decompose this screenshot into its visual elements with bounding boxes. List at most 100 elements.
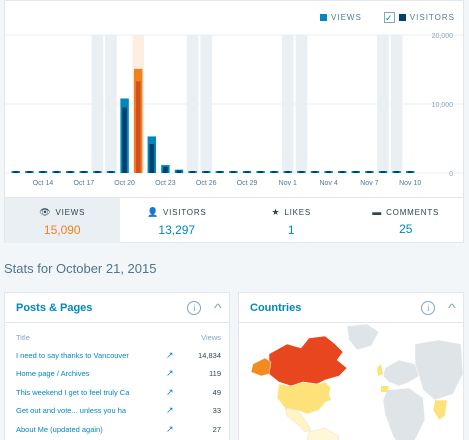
tab-visitors-label: VISITORS [162, 208, 207, 217]
visitors-bar [394, 171, 399, 173]
star-icon: ★ [271, 207, 281, 217]
map-mexico [284, 407, 312, 433]
tab-likes-label: LIKES [284, 208, 312, 217]
countries-card: Countries i ^ [238, 292, 464, 440]
map-india [432, 399, 448, 421]
visitors-bar [407, 171, 413, 173]
posts-pages-card: Posts & Pages i ^ Title Views I need to … [4, 292, 230, 440]
visitors-bar [285, 171, 291, 173]
x-tick-label: Oct 29 [237, 180, 258, 187]
y-tick-label: 20,000 [432, 33, 454, 40]
visitors-bar [108, 171, 114, 173]
post-title-link[interactable]: About Me (updated again) [16, 424, 103, 434]
views-legend-label: VIEWS [331, 13, 362, 22]
y-tick-label: 10,000 [432, 102, 454, 109]
visitors-bar [380, 171, 386, 173]
x-tick-label: Oct 26 [196, 180, 217, 187]
visitors-bar [135, 81, 141, 173]
posts-table-header: Title Views [5, 323, 229, 342]
external-link-icon[interactable]: ↗ [166, 386, 174, 397]
stats-date-heading: Stats for October 21, 2015 [4, 261, 157, 276]
visitors-bar [353, 171, 359, 173]
tab-visitors[interactable]: 👤 VISITORS 13,297 [120, 198, 235, 243]
x-tick-label: Oct 14 [33, 180, 54, 187]
x-tick-label: Oct 17 [73, 180, 94, 187]
visitors-bar [81, 171, 87, 173]
post-title-link[interactable]: Home page / Archives [16, 369, 90, 379]
tab-likes-value: 1 [287, 223, 295, 237]
person-icon: 👤 [146, 207, 159, 217]
list-item: I need to say thanks to Vancouver ↗ 14,8… [5, 346, 229, 365]
visitors-bar [258, 171, 263, 173]
map-islands [323, 394, 331, 402]
post-views: 119 [209, 369, 221, 379]
x-tick-label: Oct 20 [114, 180, 135, 187]
tab-visitors-value: 13,297 [158, 223, 196, 237]
info-icon[interactable]: i [421, 300, 436, 315]
map-africa [382, 387, 426, 440]
visitors-bar [217, 171, 223, 173]
views-bar-chart: 20,000 10,000 0 Oct 14 Oct 17 Oct 20 Oct 23 Oct… [5, 33, 463, 187]
tab-views[interactable]: 👁 VIEWS 15,090 [5, 198, 120, 243]
external-link-icon[interactable]: ↗ [166, 368, 174, 379]
chevron-up-icon[interactable]: ^ [448, 300, 457, 315]
visitors-bar [27, 171, 32, 173]
posts-col-views: Views [201, 333, 221, 342]
x-tick-label: Nov 4 [319, 180, 337, 187]
chevron-up-icon[interactable]: ^ [214, 300, 223, 315]
tab-likes[interactable]: ★ LIKES 1 [234, 198, 349, 243]
map-spain [381, 386, 389, 392]
list-item: About Me (updated again) ↗ 27 [5, 420, 229, 439]
x-tick-label: Oct 23 [155, 180, 176, 187]
visitors-bar [95, 171, 100, 173]
countries-card-title[interactable]: Countries [250, 301, 302, 314]
list-item: This weekend I get to feel truly Ca ↗ 49 [5, 383, 229, 402]
visitors-bar [122, 107, 127, 173]
tab-comments[interactable]: ▬ COMMENTS 25 [349, 198, 464, 243]
eye-icon: 👁 [39, 207, 52, 217]
world-map [239, 324, 463, 440]
x-tick-label: Nov 7 [360, 180, 378, 187]
post-title-link[interactable]: This weekend I get to feel truly Ca [16, 387, 130, 397]
visitors-legend-swatch [398, 14, 406, 21]
visitors-bar [54, 171, 59, 173]
info-icon[interactable]: i [187, 300, 202, 315]
x-tick-label: Nov 1 [279, 180, 297, 187]
stats-chart-card: 20,000 10,000 0 Oct 14 Oct 17 Oct 20 Oct 23 Oct… [4, 0, 464, 243]
visitors-legend-label: VISITORS [409, 13, 455, 22]
post-views: 33 [212, 406, 221, 416]
visitors-bar [176, 170, 182, 173]
post-title-link[interactable]: Get out and vote... unless you ha [16, 406, 127, 416]
visitors-bar [312, 171, 318, 173]
visitors-bar [163, 166, 168, 173]
tab-comments-value: 25 [399, 222, 413, 236]
posts-list: I need to say thanks to Vancouver ↗ 14,8… [5, 346, 229, 439]
x-tick-label: Nov 10 [399, 180, 421, 187]
tab-views-value: 15,090 [43, 223, 81, 237]
posts-col-title: Title [16, 333, 30, 342]
visitors-checkbox[interactable]: ✓ [383, 12, 395, 23]
map-south-america [307, 427, 340, 440]
external-link-icon[interactable]: ↗ [166, 423, 174, 434]
countries-card-header: Countries i ^ [239, 293, 463, 323]
external-link-icon[interactable]: ↗ [166, 405, 174, 416]
visitors-bar [203, 171, 209, 173]
comment-icon: ▬ [372, 207, 383, 217]
posts-card-header: Posts & Pages i ^ [5, 293, 229, 323]
visitors-bar [299, 171, 304, 173]
map-alaska [250, 357, 272, 377]
post-title-link[interactable]: I need to say thanks to Vancouver [16, 350, 129, 360]
map-canada [268, 335, 348, 387]
map-uk [377, 364, 383, 376]
external-link-icon[interactable]: ↗ [166, 349, 174, 360]
list-item: Get out and vote... unless you ha ↗ 33 [5, 402, 229, 421]
post-views: 14,834 [198, 350, 221, 360]
list-item: Home page / Archives ↗ 119 [5, 365, 229, 384]
posts-card-title[interactable]: Posts & Pages [16, 301, 93, 314]
visitors-bar [40, 171, 46, 173]
visitors-bar [367, 171, 372, 173]
stats-tabs: 👁 VIEWS 15,090 👤 VISITORS 13,297 ★ LIKES 1 … [5, 197, 463, 243]
visitors-bar [326, 171, 331, 173]
visitors-bar [339, 171, 345, 173]
visitors-bar [231, 171, 236, 173]
